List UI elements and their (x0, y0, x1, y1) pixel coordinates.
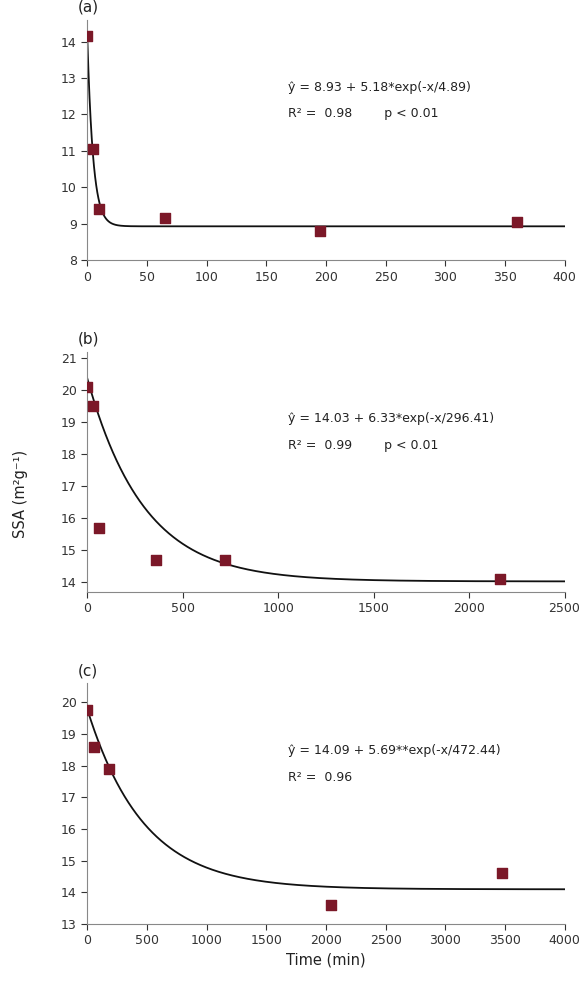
Text: R² =  0.99        p < 0.01: R² = 0.99 p < 0.01 (288, 439, 438, 452)
Text: (b): (b) (78, 332, 100, 347)
Text: R² =  0.96: R² = 0.96 (288, 771, 352, 783)
Point (83, 702, 92, 718)
Point (104, 761, 113, 777)
Text: (c): (c) (78, 664, 98, 679)
Point (88, 398, 98, 414)
Point (512, 214, 521, 230)
Point (220, 552, 229, 568)
Text: ŷ = 8.93 + 5.18*exp(-x/4.89): ŷ = 8.93 + 5.18*exp(-x/4.89) (288, 81, 471, 94)
Point (326, 897, 335, 913)
Point (315, 223, 325, 239)
Point (90, 739, 99, 755)
Point (83, 379, 92, 395)
Text: ŷ = 14.03 + 6.33*exp(-x/296.41): ŷ = 14.03 + 6.33*exp(-x/296.41) (288, 412, 494, 426)
Text: R² =  0.98        p < 0.01: R² = 0.98 p < 0.01 (288, 107, 438, 120)
Point (94, 202, 104, 217)
Text: (a): (a) (78, 0, 99, 15)
Text: SSA (m²g⁻¹): SSA (m²g⁻¹) (13, 450, 28, 538)
Point (495, 571, 504, 587)
Point (160, 210, 169, 226)
Point (83, 29, 92, 44)
Point (498, 865, 507, 881)
X-axis label: Time (min): Time (min) (286, 952, 365, 968)
Point (88, 141, 98, 157)
Text: ŷ = 14.09 + 5.69**exp(-x/472.44): ŷ = 14.09 + 5.69**exp(-x/472.44) (288, 744, 501, 757)
Point (151, 552, 161, 568)
Point (94, 520, 104, 535)
